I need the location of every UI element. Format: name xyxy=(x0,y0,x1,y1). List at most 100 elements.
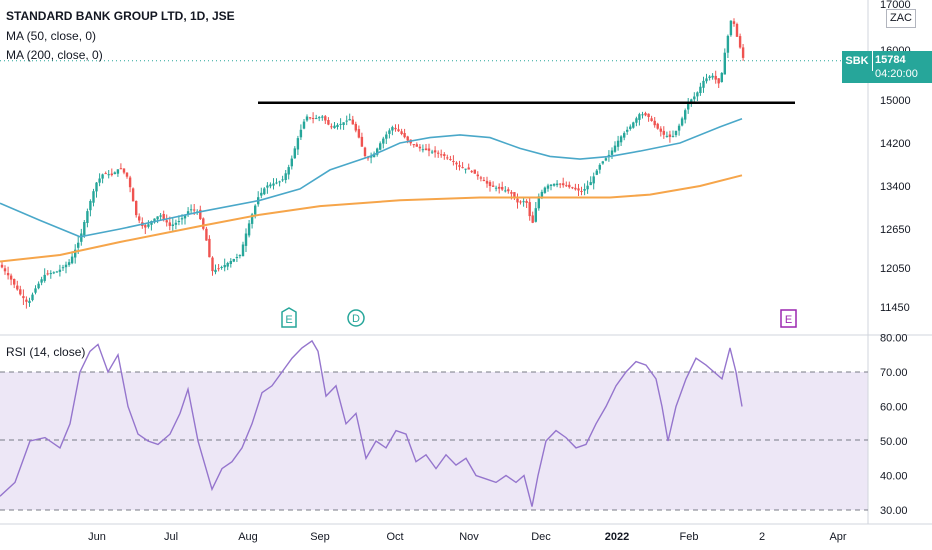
candle xyxy=(244,228,248,252)
candle xyxy=(58,264,62,277)
price-tick-label: 14200 xyxy=(880,138,911,150)
candle xyxy=(98,173,101,187)
dividend-marker[interactable]: D xyxy=(347,309,365,327)
candle xyxy=(479,175,483,182)
candle xyxy=(247,220,251,238)
candle xyxy=(565,181,568,187)
candle xyxy=(674,130,678,138)
candle xyxy=(199,205,202,220)
candle xyxy=(186,207,190,217)
candle xyxy=(400,128,403,136)
candle xyxy=(427,143,431,157)
candle xyxy=(741,44,745,61)
candle xyxy=(504,186,507,193)
candle xyxy=(22,289,25,305)
time-tick-label: Jul xyxy=(164,531,178,543)
candle xyxy=(357,125,361,139)
upcoming-earnings-marker[interactable]: E xyxy=(780,309,797,328)
candle xyxy=(202,217,205,231)
candle xyxy=(269,182,272,189)
chart-title[interactable]: STANDARD BANK GROUP LTD, 1D, JSE xyxy=(6,9,235,23)
candle xyxy=(485,176,489,188)
candle xyxy=(482,177,486,182)
candle xyxy=(537,193,540,211)
candle xyxy=(665,131,669,138)
upcoming-earnings-marker-label: E xyxy=(785,314,792,326)
candle xyxy=(638,112,641,126)
candle xyxy=(601,160,604,165)
candle xyxy=(275,178,278,185)
candle xyxy=(531,211,534,224)
time-tick-label: 2022 xyxy=(605,531,629,543)
candle xyxy=(476,171,479,180)
candle xyxy=(235,253,239,262)
candle xyxy=(223,258,226,272)
candle xyxy=(174,219,178,230)
ma200-legend[interactable]: MA (200, close, 0) xyxy=(6,48,103,62)
candle xyxy=(92,188,95,207)
rsi-tick-label: 30.00 xyxy=(880,505,908,517)
candle xyxy=(534,202,537,223)
price-axis[interactable]: 1700016000150001420013400126501205011450 xyxy=(880,0,911,314)
candle xyxy=(449,155,452,161)
candle xyxy=(345,115,348,126)
candle xyxy=(729,20,733,37)
candle xyxy=(61,264,65,271)
candle xyxy=(516,193,519,209)
candle xyxy=(577,184,580,196)
candle xyxy=(205,226,208,241)
candle xyxy=(488,180,492,192)
candle xyxy=(43,268,46,283)
candle xyxy=(583,183,586,196)
candle xyxy=(305,114,309,122)
candle xyxy=(333,122,336,129)
candle xyxy=(412,144,415,148)
candle xyxy=(430,149,434,154)
rsi-legend[interactable]: RSI (14, close) xyxy=(6,345,86,359)
candle xyxy=(418,144,422,152)
candle xyxy=(647,113,650,122)
candle xyxy=(562,177,565,188)
candle xyxy=(13,278,16,289)
price-tick-label: 11450 xyxy=(880,302,910,314)
currency-label[interactable]: ZAC xyxy=(886,9,916,28)
candle xyxy=(284,170,287,184)
rsi-axis[interactable]: 80.00 70.00 60.00 50.00 40.00 30.00 xyxy=(880,333,908,518)
ma50-legend[interactable]: MA (50, close, 0) xyxy=(6,29,97,43)
candle xyxy=(659,126,662,137)
candle xyxy=(641,111,644,119)
candle xyxy=(522,197,525,207)
time-axis[interactable]: Jun Jul Aug Sep Oct Nov Dec 2022 Feb 2 Apr xyxy=(88,531,847,543)
candle xyxy=(220,265,223,270)
candle xyxy=(113,171,116,175)
candle xyxy=(623,131,626,141)
candle xyxy=(415,142,418,147)
candle xyxy=(40,276,43,286)
candle xyxy=(452,155,455,166)
candle xyxy=(327,117,330,126)
candle xyxy=(110,168,113,177)
candle xyxy=(189,204,193,214)
candle xyxy=(348,113,351,121)
candle xyxy=(552,183,556,187)
candle xyxy=(183,214,187,225)
candle xyxy=(156,216,159,224)
candle xyxy=(696,91,699,101)
candle xyxy=(644,111,647,117)
candle xyxy=(83,220,86,238)
candle xyxy=(339,118,342,130)
earnings-marker[interactable]: E xyxy=(281,307,297,328)
time-tick-label: Apr xyxy=(829,531,846,543)
candle xyxy=(34,285,37,295)
candle xyxy=(138,213,141,224)
candle xyxy=(467,163,470,170)
candle xyxy=(440,149,443,158)
candle xyxy=(555,180,559,188)
candle xyxy=(3,265,7,275)
candle xyxy=(379,141,382,151)
candle xyxy=(598,163,601,174)
candle xyxy=(705,73,708,84)
candle xyxy=(336,123,339,130)
candle xyxy=(37,281,40,290)
